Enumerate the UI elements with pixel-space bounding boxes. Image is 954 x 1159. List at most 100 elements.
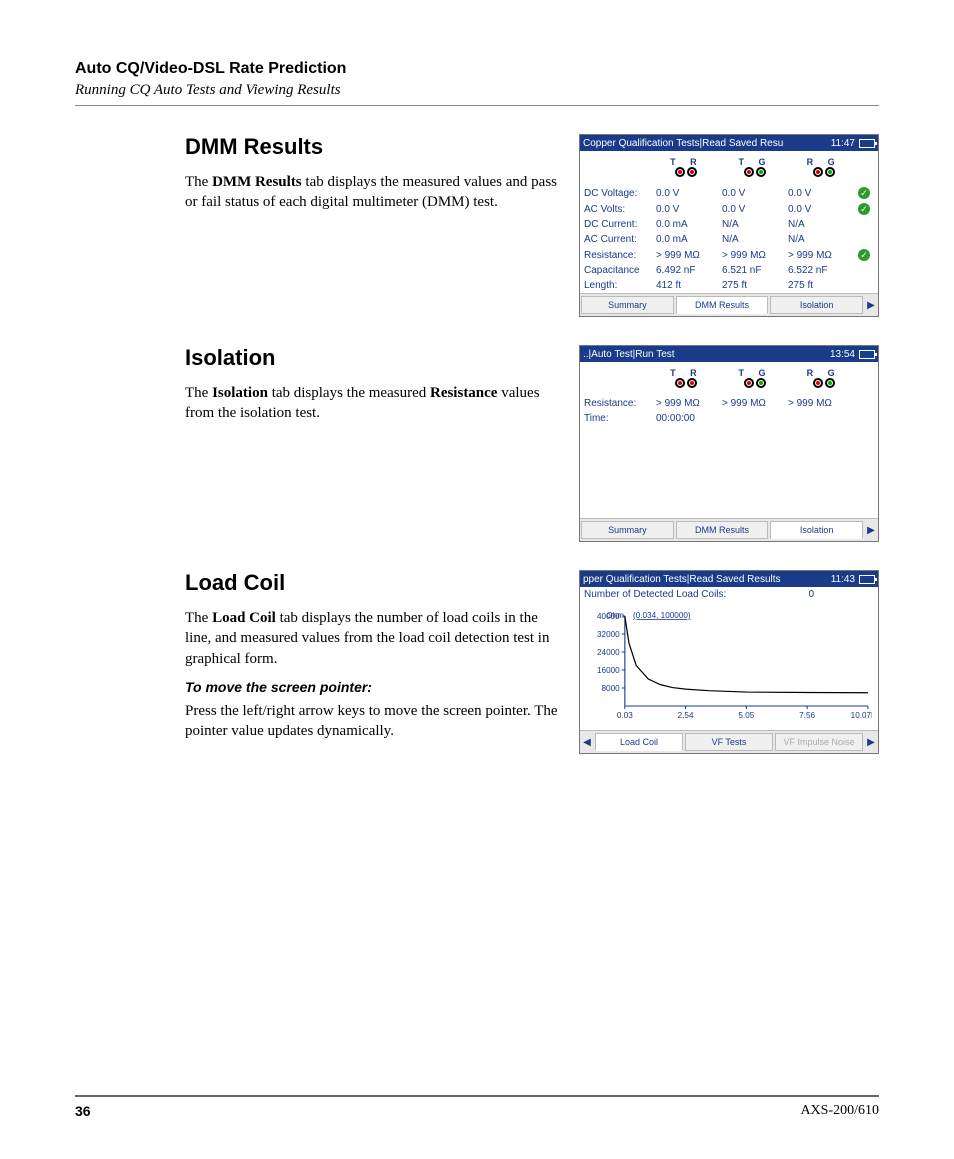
battery-icon	[859, 575, 875, 584]
tab-isolation[interactable]: Isolation	[770, 296, 863, 314]
row-value: 00:00:00	[656, 413, 722, 424]
titlebar: pper Qualification Tests|Read Saved Resu…	[580, 571, 878, 587]
text-bold: Isolation	[212, 385, 268, 401]
row-value: 275 ft	[788, 280, 854, 291]
row-label: Time:	[584, 413, 656, 424]
svg-text:24000: 24000	[597, 648, 620, 657]
tab-arrow-right-icon[interactable]: ▶	[864, 519, 878, 541]
svg-text:10.07kHz: 10.07kHz	[851, 711, 872, 720]
row-value: > 999 MΩ	[788, 398, 854, 409]
loadcoil-chart: 4000032000240001600080000.032.545.057.56…	[586, 606, 872, 726]
svg-text:8000: 8000	[602, 684, 621, 693]
loadcoil-screenshot: pper Qualification Tests|Read Saved Resu…	[579, 570, 879, 754]
loadcoil-subhead: To move the screen pointer:	[185, 679, 561, 695]
detected-label: Number of Detected Load Coils:	[584, 589, 808, 600]
row-value: N/A	[722, 219, 788, 230]
text-bold: Load Coil	[212, 610, 276, 626]
row-value: 6.521 nF	[722, 265, 788, 276]
row-value: > 999 MΩ	[722, 398, 788, 409]
row-label: Resistance:	[584, 398, 656, 409]
tab-arrow-right-icon[interactable]: ▶	[864, 731, 878, 753]
pair-1: T R	[652, 157, 721, 179]
text: The	[185, 385, 212, 401]
svg-text:2.54: 2.54	[678, 711, 694, 720]
svg-text:5.05: 5.05	[738, 711, 754, 720]
tab-isolation[interactable]: Isolation	[770, 521, 863, 539]
row-value: 412 ft	[656, 280, 722, 291]
text-bold: DMM Results	[212, 174, 302, 190]
svg-text:Ohm: Ohm	[606, 611, 624, 620]
titlebar: ..|Auto Test|Run Test 13:54	[580, 346, 878, 362]
page-header: Auto CQ/Video-DSL Rate Prediction Runnin…	[75, 60, 879, 106]
row-label: AC Volts:	[584, 204, 656, 215]
row-value: 275 ft	[722, 280, 788, 291]
page-number: 36	[75, 1103, 91, 1119]
isolation-screenshot: ..|Auto Test|Run Test 13:54 T R T G R G …	[579, 345, 879, 542]
row-value: > 999 MΩ	[788, 250, 854, 261]
isolation-heading: Isolation	[185, 345, 561, 371]
row-value: 0.0 V	[722, 188, 788, 199]
clock: 13:54	[830, 349, 855, 360]
pair-header-row: T R T G R G	[580, 362, 878, 396]
data-row: Length:412 ft275 ft275 ft	[580, 278, 878, 293]
dmm-heading: DMM Results	[185, 134, 561, 160]
row-value: 0.0 V	[656, 188, 722, 199]
row-value: 6.522 nF	[788, 265, 854, 276]
svg-text:(0.034, 100000): (0.034, 100000)	[633, 611, 691, 620]
row-value: > 999 MΩ	[656, 398, 722, 409]
battery-icon	[859, 350, 875, 359]
tab-summary[interactable]: Summary	[581, 521, 674, 539]
row-label: Capacitance	[584, 265, 656, 276]
row-value: 0.0 mA	[656, 234, 722, 245]
pair-3: R G	[789, 157, 858, 179]
row-label: DC Voltage:	[584, 188, 656, 199]
check-icon: ✓	[858, 203, 870, 215]
tab-arrow-left-icon[interactable]: ◀	[580, 731, 594, 753]
row-value: 0.0 V	[722, 204, 788, 215]
titlebar-text: pper Qualification Tests|Read Saved Resu…	[583, 574, 831, 585]
tab-summary[interactable]: Summary	[581, 296, 674, 314]
page-footer: 36 AXS-200/610	[75, 1095, 879, 1119]
tab-dmm-results[interactable]: DMM Results	[676, 296, 769, 314]
pair-3: R G	[789, 368, 858, 390]
tab-loadcoil[interactable]: Load Coil	[595, 733, 683, 751]
svg-text:7.56: 7.56	[799, 711, 815, 720]
pair-2: T G	[721, 157, 790, 179]
check-icon: ✓	[858, 249, 870, 261]
detected-row: Number of Detected Load Coils: 0	[580, 587, 878, 602]
clock: 11:47	[831, 138, 855, 149]
data-row: Capacitance6.492 nF6.521 nF6.522 nF	[580, 263, 878, 278]
svg-text:0.03: 0.03	[617, 711, 633, 720]
dmm-paragraph: The DMM Results tab displays the measure…	[185, 172, 561, 213]
tab-arrow-right-icon[interactable]: ▶	[864, 294, 878, 316]
data-row: Time:00:00:00	[580, 411, 878, 426]
tab-row: ◀ Load Coil VF Tests VF Impulse Noise ▶	[580, 730, 878, 753]
titlebar-text: ..|Auto Test|Run Test	[583, 349, 830, 360]
pair-2: T G	[721, 368, 790, 390]
dmm-screenshot: Copper Qualification Tests|Read Saved Re…	[579, 134, 879, 317]
svg-text:16000: 16000	[597, 666, 620, 675]
row-value: N/A	[788, 219, 854, 230]
product-name: AXS-200/610	[800, 1103, 879, 1119]
section-isolation: Isolation The Isolation tab displays the…	[75, 345, 879, 542]
row-value: 0.0 V	[788, 204, 854, 215]
row-value: > 999 MΩ	[722, 250, 788, 261]
text: The	[185, 610, 212, 626]
tab-vf-impulse-noise[interactable]: VF Impulse Noise	[775, 733, 863, 751]
tab-vftests[interactable]: VF Tests	[685, 733, 773, 751]
tab-dmm-results[interactable]: DMM Results	[676, 521, 769, 539]
isolation-paragraph: The Isolation tab displays the measured …	[185, 383, 561, 424]
section-loadcoil: Load Coil The Load Coil tab displays the…	[75, 570, 879, 754]
row-value: N/A	[788, 234, 854, 245]
text-bold: Resistance	[430, 385, 498, 401]
row-label: DC Current:	[584, 219, 656, 230]
text: tab displays the measured	[268, 385, 430, 401]
data-row: DC Current:0.0 mAN/AN/A	[580, 217, 878, 232]
row-value: 0.0 V	[788, 188, 854, 199]
pair-1: T R	[652, 368, 721, 390]
titlebar: Copper Qualification Tests|Read Saved Re…	[580, 135, 878, 151]
data-row: Resistance:> 999 MΩ> 999 MΩ> 999 MΩ✓	[580, 247, 878, 263]
data-row: AC Current:0.0 mAN/AN/A	[580, 232, 878, 247]
tab-row: Summary DMM Results Isolation ▶	[580, 293, 878, 316]
section-dmm: DMM Results The DMM Results tab displays…	[75, 134, 879, 317]
